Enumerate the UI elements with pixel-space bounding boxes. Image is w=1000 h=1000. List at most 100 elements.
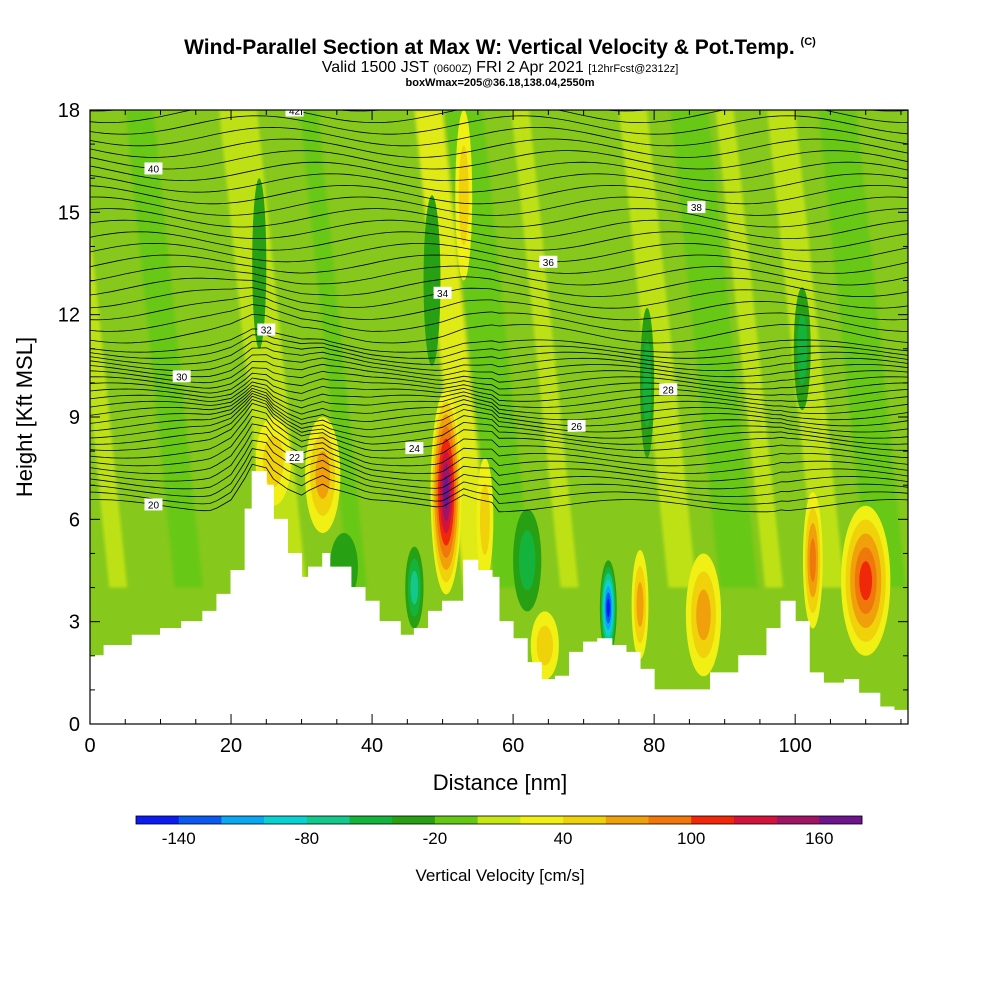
theta-contour — [90, 361, 908, 384]
contour-label: 22 — [285, 450, 304, 464]
svg-text:38: 38 — [691, 203, 703, 214]
contour-label: 30 — [172, 370, 191, 383]
theta-contour — [90, 150, 908, 170]
y-tick-label: 0 — [69, 714, 80, 736]
colorbar-swatch — [221, 816, 265, 824]
theta-contour — [90, 126, 908, 147]
svg-text:24: 24 — [409, 444, 421, 455]
theta-contour — [90, 287, 908, 309]
downdraft-core — [252, 178, 267, 349]
theta-contour — [90, 81, 908, 99]
x-axis-label: Distance [nm] — [433, 770, 568, 795]
colorbar-swatch — [520, 816, 564, 824]
chart-subtitle: Valid 1500 JST (0600Z) FRI 2 Apr 2021 [1… — [321, 59, 679, 76]
theta-contour — [90, 456, 908, 505]
updraft-core — [455, 110, 473, 281]
theta-contour — [90, 231, 908, 251]
y-tick-label: 18 — [58, 100, 80, 122]
svg-text:26: 26 — [571, 422, 583, 433]
colorbar-swatch — [306, 816, 350, 824]
theta-contour — [90, 354, 908, 378]
colorbar-swatch — [434, 816, 478, 824]
svg-text:20: 20 — [148, 500, 160, 511]
svg-text:36: 36 — [543, 258, 555, 269]
theta-contour — [90, 409, 908, 459]
theta-contour — [90, 58, 908, 76]
x-tick-label: 40 — [361, 735, 383, 757]
w-streak — [618, 110, 697, 588]
theta-contour — [90, 304, 908, 332]
colorbar-tick-label: -80 — [295, 829, 320, 848]
theta-contour — [90, 381, 908, 408]
contour-label: 32 — [257, 323, 276, 337]
contour-label: 20 — [144, 498, 163, 511]
y-tick-label: 6 — [69, 509, 80, 531]
x-tick-label: 60 — [502, 735, 524, 757]
updraft-core — [476, 457, 494, 581]
svg-text:30: 30 — [176, 372, 188, 383]
theta-contour — [90, 138, 908, 158]
contour-label: 40 — [144, 162, 163, 175]
downdraft-core — [599, 560, 617, 656]
theta-contour — [90, 463, 908, 513]
theta-contour — [90, 334, 908, 359]
theta-contour — [90, 161, 908, 182]
w-streak — [511, 110, 579, 588]
colorbar-swatch — [776, 816, 820, 824]
colorbar-tick-label: -140 — [162, 829, 196, 848]
theta-contour — [90, 69, 908, 87]
colorbar-swatch — [605, 816, 649, 824]
x-tick-label: 80 — [643, 735, 665, 757]
theta-contour — [90, 367, 908, 390]
contour-label: 42 — [285, 106, 304, 117]
chart-title: Wind-Parallel Section at Max W: Vertical… — [184, 36, 816, 59]
svg-text:42: 42 — [289, 106, 301, 117]
contour-label: 28 — [659, 383, 678, 396]
contour-label: 36 — [539, 255, 558, 269]
colorbar-tick-label: -20 — [423, 829, 448, 848]
box-info: boxWmax=205@36.18,138.04,2550m — [405, 77, 595, 89]
theta-contour — [90, 208, 908, 228]
svg-text:32: 32 — [261, 326, 273, 337]
theta-contour — [90, 254, 908, 274]
theta-contour — [90, 387, 908, 421]
colorbar-swatch — [178, 816, 222, 824]
theta-contour — [90, 219, 908, 240]
y-tick-label: 12 — [58, 305, 80, 327]
colorbar-label: Vertical Velocity [cm/s] — [415, 866, 584, 885]
x-tick-label: 100 — [778, 735, 811, 757]
theta-contour — [90, 377, 908, 402]
theta-contour — [90, 395, 908, 439]
colorbar: -140 -80 -20 40 100 160 — [135, 815, 863, 848]
colorbar-swatch — [392, 816, 436, 824]
theta-contour — [90, 423, 908, 474]
y-tick-label: 9 — [69, 407, 80, 429]
colorbar-swatch — [648, 816, 692, 824]
theta-contour — [90, 402, 908, 451]
colorbar-tick-label: 100 — [677, 829, 705, 848]
colorbar-swatch — [819, 816, 863, 824]
w-streak — [670, 110, 758, 588]
colorbar-tick-label: 160 — [805, 829, 833, 848]
colorbar-swatch — [477, 816, 521, 824]
copyright-mark: (C) — [800, 36, 816, 48]
y-tick-label: 15 — [58, 202, 80, 224]
theta-contour — [90, 276, 908, 298]
contour-label: 26 — [567, 419, 586, 433]
terrain — [90, 471, 908, 724]
theta-contour — [90, 347, 908, 371]
theta-contours — [90, 58, 908, 513]
x-tick-label: 20 — [220, 735, 242, 757]
updraft-core — [841, 505, 891, 656]
theta-contour — [90, 328, 908, 353]
colorbar-swatch — [264, 816, 308, 824]
theta-contour — [90, 110, 908, 112]
downdraft-core — [793, 287, 811, 411]
svg-text:40: 40 — [148, 164, 160, 175]
y-axis-label: Height [Kft MSL] — [12, 337, 37, 497]
contour-label: 38 — [687, 201, 706, 214]
theta-contour — [90, 295, 908, 321]
theta-contour — [90, 115, 908, 135]
theta-contour — [90, 372, 908, 396]
